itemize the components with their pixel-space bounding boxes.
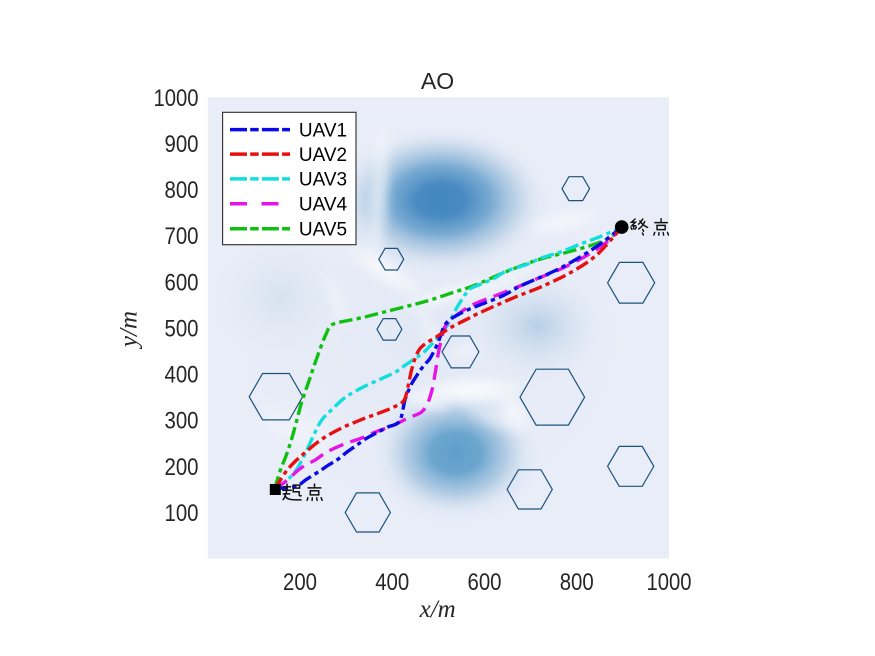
svg-text:800: 800: [560, 569, 594, 596]
svg-text:400: 400: [165, 362, 199, 389]
svg-text:1000: 1000: [647, 569, 692, 596]
svg-text:x/m: x/m: [419, 596, 456, 623]
svg-text:UAV1: UAV1: [299, 120, 347, 141]
svg-text:400: 400: [375, 569, 409, 596]
svg-text:100: 100: [165, 500, 199, 527]
svg-text:600: 600: [165, 269, 199, 296]
svg-text:UAV4: UAV4: [299, 195, 348, 216]
svg-text:800: 800: [165, 177, 199, 204]
svg-text:900: 900: [165, 131, 199, 158]
svg-text:UAV5: UAV5: [299, 220, 347, 241]
svg-text:AO: AO: [421, 68, 454, 94]
svg-text:200: 200: [165, 454, 199, 481]
svg-text:1000: 1000: [154, 85, 199, 112]
svg-text:500: 500: [165, 316, 199, 343]
svg-text:600: 600: [468, 569, 502, 596]
svg-text:300: 300: [165, 408, 199, 435]
svg-text:y/m: y/m: [116, 311, 143, 350]
svg-text:UAV3: UAV3: [299, 170, 347, 191]
svg-text:700: 700: [165, 223, 199, 250]
svg-text:200: 200: [283, 569, 317, 596]
svg-text:UAV2: UAV2: [299, 145, 347, 166]
